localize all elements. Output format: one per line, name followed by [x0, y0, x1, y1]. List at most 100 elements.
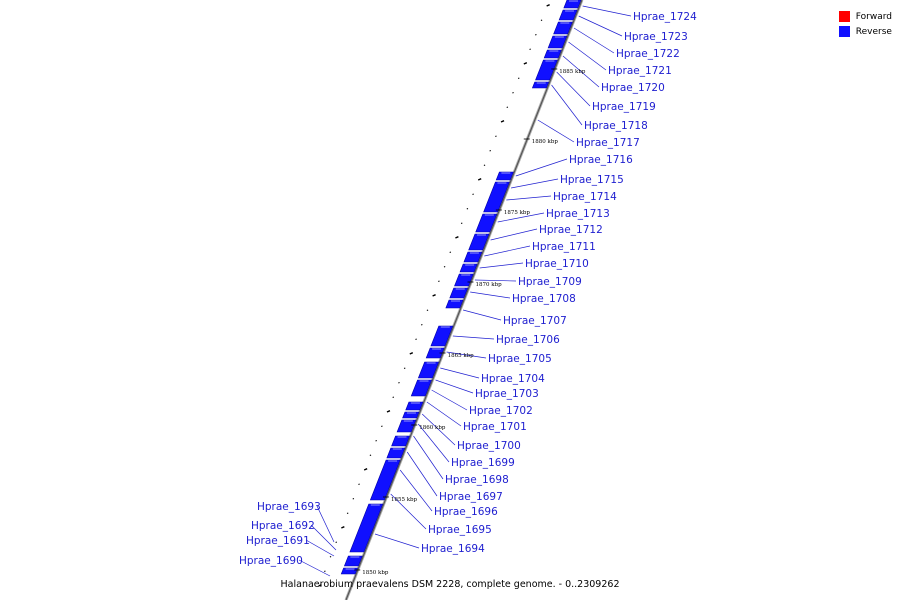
label-leader-lines: [298, 5, 632, 577]
track-dot: [432, 294, 436, 297]
gene-block[interactable]: [468, 233, 490, 251]
gene-label-hprae-1721[interactable]: Hprae_1721: [608, 65, 672, 77]
gene-block[interactable]: [369, 459, 401, 501]
leader-line: [510, 178, 559, 189]
kbp-tick-label: 1865 kbp: [448, 353, 475, 359]
leader-line: [479, 262, 524, 269]
gene-block[interactable]: [553, 21, 573, 35]
gene-label-hprae-1693[interactable]: Hprae_1693: [257, 501, 321, 513]
track-dot: [449, 251, 452, 253]
gene-label-hprae-1692[interactable]: Hprae_1692: [251, 520, 315, 532]
track-dot: [403, 367, 406, 369]
gene-label-hprae-1706[interactable]: Hprae_1706: [496, 334, 560, 346]
gene-label-hprae-1699[interactable]: Hprae_1699: [451, 457, 515, 469]
gene-label-hprae-1690[interactable]: Hprae_1690: [239, 555, 303, 567]
leader-line: [474, 279, 517, 282]
gene-label-hprae-1698[interactable]: Hprae_1698: [445, 474, 509, 486]
gene-block[interactable]: [535, 59, 558, 81]
gene-block[interactable]: [343, 555, 363, 567]
gene-block[interactable]: [445, 299, 464, 309]
gene-block[interactable]: [475, 213, 498, 233]
kbp-tick-labels: 1850 kbp 1855 kbp 1860 kbp 1865 kbp 1870 kbp…: [354, 68, 586, 576]
dotted-guide-track: [318, 4, 550, 587]
gene-label-hprae-1713[interactable]: Hprae_1713: [546, 208, 610, 220]
gene-label-hprae-1724[interactable]: Hprae_1724: [633, 11, 697, 23]
gene-label-hprae-1715[interactable]: Hprae_1715: [560, 174, 624, 186]
track-dot: [546, 4, 550, 7]
leader-line: [421, 413, 456, 446]
gene-block[interactable]: [547, 35, 568, 49]
gene-label-hprae-1694[interactable]: Hprae_1694: [421, 543, 485, 555]
track-dot: [369, 454, 372, 456]
leader-line: [537, 119, 575, 143]
gene-block[interactable]: [410, 379, 432, 397]
leader-line: [374, 533, 420, 549]
track-dot: [466, 208, 469, 210]
track-dot: [500, 120, 505, 123]
gene-label-hprae-1709[interactable]: Hprae_1709: [518, 276, 582, 288]
track-dot: [352, 498, 355, 500]
gene-block[interactable]: [405, 401, 424, 411]
gene-block[interactable]: [463, 251, 483, 263]
gene-label-hprae-1720[interactable]: Hprae_1720: [601, 82, 665, 94]
gene-block[interactable]: [459, 263, 478, 273]
gene-label-hprae-1711[interactable]: Hprae_1711: [532, 241, 596, 253]
gene-label-hprae-1708[interactable]: Hprae_1708: [512, 293, 576, 305]
track-dot: [341, 526, 345, 529]
gene-block[interactable]: [396, 419, 417, 433]
track-dot: [324, 570, 326, 572]
gene-label-hprae-1719[interactable]: Hprae_1719: [592, 101, 656, 113]
kbp-tick-label: 1875 kbp: [504, 210, 531, 216]
gene-label-hprae-1697[interactable]: Hprae_1697: [439, 491, 503, 503]
track-dot: [335, 541, 338, 543]
gene-block[interactable]: [558, 9, 578, 21]
gene-label-hprae-1722[interactable]: Hprae_1722: [616, 48, 680, 60]
track-dot: [540, 19, 543, 21]
gene-block[interactable]: [425, 347, 445, 359]
gene-label-hprae-1691[interactable]: Hprae_1691: [246, 535, 310, 547]
leader-line: [390, 493, 427, 530]
leader-line: [446, 351, 487, 359]
legend-reverse-label: Reverse: [855, 26, 892, 37]
gene-label-hprae-1718[interactable]: Hprae_1718: [584, 120, 648, 132]
gene-block[interactable]: [449, 287, 469, 299]
gene-label-hprae-1723[interactable]: Hprae_1723: [624, 31, 688, 43]
gene-label-hprae-1714[interactable]: Hprae_1714: [553, 191, 617, 203]
leader-line: [562, 55, 600, 88]
gene-block[interactable]: [417, 361, 440, 379]
kbp-tick-label: 1870 kbp: [476, 282, 503, 288]
gene-block[interactable]: [483, 181, 510, 213]
gene-block[interactable]: [391, 435, 410, 447]
gene-label-hprae-1717[interactable]: Hprae_1717: [576, 137, 640, 149]
gene-label-hprae-1696[interactable]: Hprae_1696: [434, 506, 498, 518]
gene-block[interactable]: [563, 0, 582, 9]
leader-line: [310, 524, 337, 551]
gene-block[interactable]: [495, 171, 514, 181]
gene-block[interactable]: [349, 503, 384, 553]
track-dot: [318, 584, 322, 587]
leader-line: [573, 27, 615, 54]
track-dot: [375, 440, 377, 442]
kbp-tick-label: 1880 kbp: [532, 139, 559, 145]
leader-line: [556, 71, 591, 107]
leader-line: [406, 451, 438, 497]
track-dot: [443, 266, 446, 268]
gene-label-hprae-1716[interactable]: Hprae_1716: [569, 154, 633, 166]
track-dot: [512, 92, 514, 94]
gene-label-hprae-1700[interactable]: Hprae_1700: [457, 440, 521, 452]
gene-label-hprae-1703[interactable]: Hprae_1703: [475, 388, 539, 400]
gene-label-hprae-1701[interactable]: Hprae_1701: [463, 421, 527, 433]
legend: Forward Reverse: [838, 9, 892, 39]
gene-label-hprae-1710[interactable]: Hprae_1710: [525, 258, 589, 270]
gene-label-hprae-1704[interactable]: Hprae_1704: [481, 373, 545, 385]
gene-label-hprae-1712[interactable]: Hprae_1712: [539, 224, 603, 236]
gene-block[interactable]: [543, 49, 562, 59]
gene-block[interactable]: [430, 325, 454, 347]
gene-block[interactable]: [386, 447, 406, 459]
gene-label-hprae-1695[interactable]: Hprae_1695: [428, 524, 492, 536]
gene-label-hprae-1705[interactable]: Hprae_1705: [488, 353, 552, 365]
gene-label-hprae-1707[interactable]: Hprae_1707: [503, 315, 567, 327]
track-dot: [495, 135, 497, 137]
gene-label-hprae-1702[interactable]: Hprae_1702: [469, 405, 533, 417]
reverse-swatch: [838, 26, 850, 37]
